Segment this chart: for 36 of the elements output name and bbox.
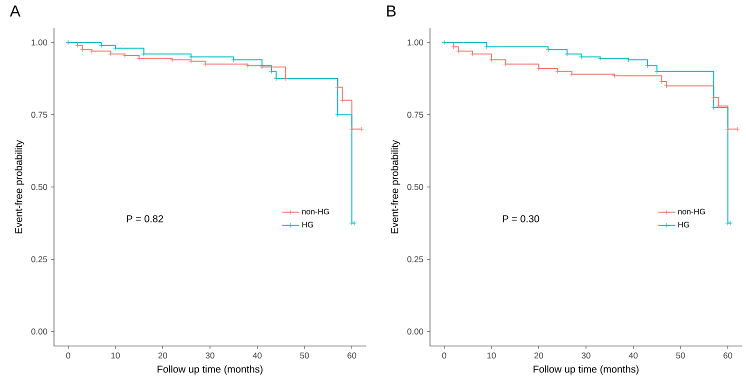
x-tick-label: 20	[534, 352, 544, 359]
x-tick-label: 50	[300, 352, 309, 359]
point	[626, 57, 632, 62]
x-tick-label: 50	[676, 352, 685, 359]
y-tick-label: 0.25	[31, 256, 48, 262]
x-tick-label: 30	[206, 352, 214, 359]
x-axis-title: Follow up time (months)	[158, 365, 263, 375]
x-tick-label: 0	[66, 352, 70, 359]
x-tick-label: 0	[442, 352, 446, 359]
y-tick-label: 0.75	[407, 112, 424, 118]
y-tick-label: 0.00	[31, 328, 48, 335]
y-axis-title: Event-free probability	[14, 140, 24, 234]
y-tick-label: 1.00	[408, 39, 424, 46]
point	[268, 68, 274, 74]
chart-title: A	[10, 6, 20, 16]
y-tick-label: 1.00	[32, 39, 48, 46]
annotation: P = 0.30	[502, 215, 540, 222]
x-tick-label: 40	[628, 352, 638, 359]
point	[644, 63, 650, 68]
x-tick-label: 60	[724, 352, 732, 359]
y-tick-label: 0.50	[31, 184, 48, 190]
x-tick-label: 40	[252, 352, 262, 359]
y-tick-label: 0.50	[407, 184, 424, 190]
point	[112, 46, 118, 51]
x-tick-label: 10	[487, 352, 496, 359]
y-tick-label: 0.00	[407, 328, 424, 335]
y-axis-title: Event-free probability	[390, 140, 400, 234]
annotation: P = 0.82	[126, 215, 164, 222]
x-tick-label: 30	[582, 352, 590, 359]
x-tick-label: 60	[348, 352, 356, 359]
y-tick-label: 0.75	[31, 112, 48, 118]
x-tick-label: 20	[158, 352, 168, 359]
x-tick-label: 10	[111, 352, 120, 359]
chart-title: B	[387, 6, 396, 16]
y-tick-label: 0.25	[407, 256, 424, 262]
x-axis-title: Follow up time (months)	[534, 365, 639, 375]
